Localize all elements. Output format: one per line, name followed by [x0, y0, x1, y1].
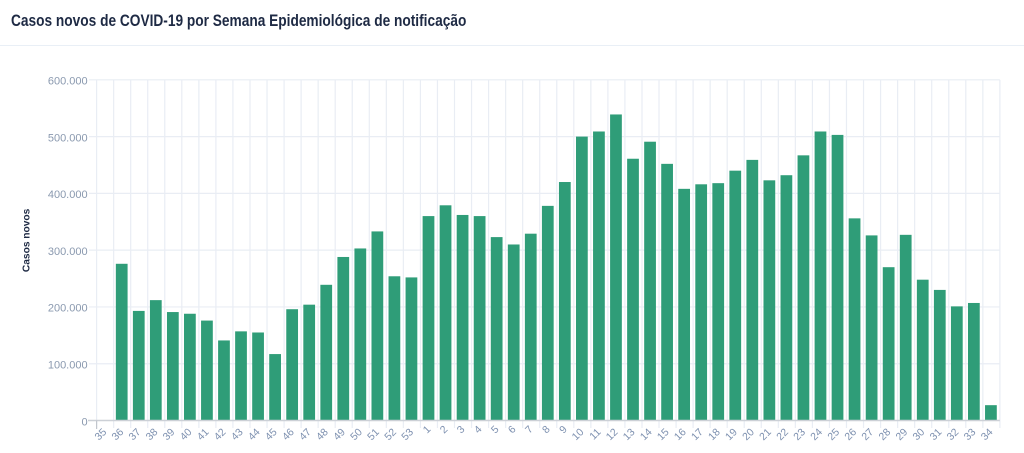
svg-text:200.000: 200.000: [48, 303, 88, 315]
svg-text:48: 48: [314, 426, 331, 443]
svg-text:6: 6: [506, 423, 519, 436]
svg-text:Casos novos: Casos novos: [21, 208, 32, 272]
svg-text:41: 41: [195, 426, 212, 443]
svg-text:23: 23: [791, 426, 808, 443]
svg-text:28: 28: [876, 426, 893, 443]
svg-text:42: 42: [212, 426, 229, 443]
svg-text:36: 36: [110, 426, 127, 443]
svg-text:38: 38: [144, 426, 161, 443]
svg-text:10: 10: [570, 426, 587, 443]
svg-text:33: 33: [962, 426, 979, 443]
svg-text:32: 32: [945, 426, 962, 443]
svg-text:22: 22: [774, 426, 791, 443]
svg-text:44: 44: [246, 426, 263, 443]
svg-text:37: 37: [127, 426, 144, 443]
svg-text:27: 27: [859, 426, 876, 443]
svg-text:35: 35: [92, 426, 109, 443]
svg-text:34: 34: [979, 426, 996, 443]
svg-text:26: 26: [842, 426, 859, 443]
svg-text:8: 8: [540, 423, 553, 436]
svg-text:50: 50: [348, 426, 365, 443]
svg-text:5: 5: [489, 423, 502, 436]
svg-text:500.000: 500.000: [48, 132, 88, 144]
svg-text:3: 3: [455, 423, 468, 436]
svg-text:11: 11: [587, 426, 603, 442]
svg-text:16: 16: [672, 426, 689, 443]
svg-text:30: 30: [911, 426, 928, 443]
svg-text:4: 4: [472, 423, 485, 436]
svg-text:17: 17: [689, 426, 706, 443]
svg-text:300.000: 300.000: [48, 246, 88, 258]
svg-text:31: 31: [928, 426, 945, 443]
svg-text:46: 46: [280, 426, 297, 443]
svg-text:9: 9: [557, 423, 570, 436]
svg-text:45: 45: [263, 426, 280, 443]
svg-text:47: 47: [297, 426, 314, 443]
svg-text:24: 24: [808, 426, 825, 443]
svg-text:43: 43: [229, 426, 246, 443]
svg-text:20: 20: [740, 426, 757, 443]
svg-text:19: 19: [723, 426, 740, 443]
svg-text:49: 49: [331, 426, 348, 443]
svg-text:40: 40: [178, 426, 195, 443]
svg-text:7: 7: [523, 423, 536, 436]
svg-text:52: 52: [382, 426, 399, 443]
svg-text:2: 2: [438, 423, 451, 436]
svg-text:1: 1: [421, 423, 434, 436]
svg-text:12: 12: [604, 426, 621, 443]
svg-text:51: 51: [365, 426, 382, 443]
svg-text:39: 39: [161, 426, 178, 443]
svg-text:13: 13: [621, 426, 638, 443]
svg-text:400.000: 400.000: [48, 189, 88, 201]
svg-text:53: 53: [399, 426, 416, 443]
svg-text:29: 29: [894, 426, 911, 443]
svg-text:600.000: 600.000: [48, 76, 88, 88]
svg-text:25: 25: [825, 426, 842, 443]
svg-text:100.000: 100.000: [48, 360, 88, 372]
svg-text:15: 15: [655, 426, 672, 443]
svg-text:18: 18: [706, 426, 723, 443]
svg-text:0: 0: [81, 416, 87, 428]
svg-text:21: 21: [757, 426, 774, 443]
svg-text:14: 14: [638, 426, 655, 443]
